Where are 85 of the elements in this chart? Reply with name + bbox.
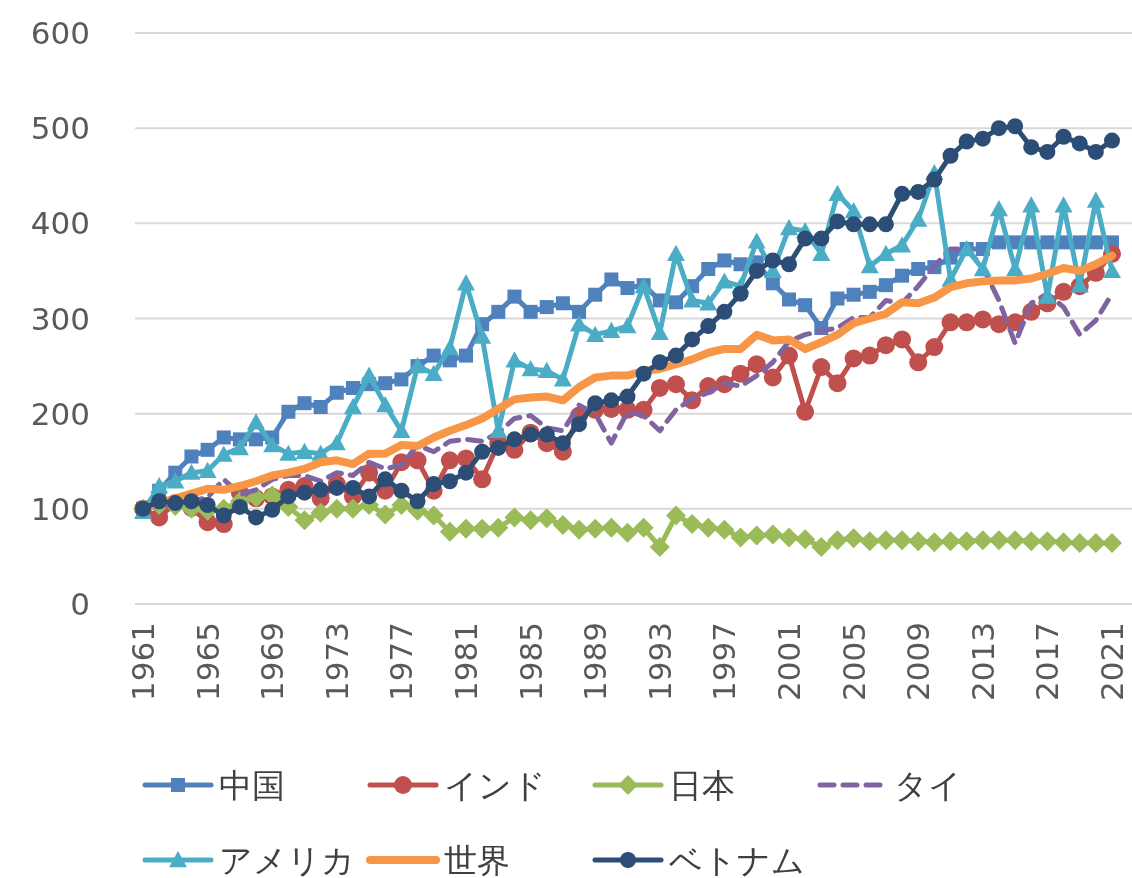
point xyxy=(830,291,845,306)
point xyxy=(893,330,912,349)
y-tick-label: 200 xyxy=(30,395,90,432)
y-tick-label: 500 xyxy=(30,110,90,147)
point xyxy=(828,374,847,393)
point xyxy=(184,449,199,464)
point xyxy=(844,349,863,368)
point xyxy=(200,442,215,457)
x-tick-label: 2017 xyxy=(1029,622,1066,701)
point xyxy=(426,348,441,363)
point xyxy=(925,338,944,357)
point xyxy=(440,451,459,470)
x-tick-label: 1985 xyxy=(512,622,549,701)
point xyxy=(216,430,231,445)
point xyxy=(731,364,750,383)
point xyxy=(796,402,815,421)
point xyxy=(878,278,893,293)
point xyxy=(408,451,427,470)
point xyxy=(763,368,782,387)
point xyxy=(1040,235,1055,250)
point xyxy=(909,353,928,372)
point xyxy=(572,304,587,319)
point xyxy=(747,355,766,374)
x-tick-label: 1989 xyxy=(577,622,614,701)
legend-label: 中国 xyxy=(219,766,285,805)
point xyxy=(249,432,264,447)
point xyxy=(957,313,976,332)
point xyxy=(1054,282,1073,301)
point xyxy=(507,289,522,304)
x-tick-label: 1981 xyxy=(448,622,484,701)
point xyxy=(860,346,879,365)
point xyxy=(394,372,409,387)
point xyxy=(588,287,603,302)
point xyxy=(812,358,831,377)
legend-label: 日本 xyxy=(669,766,735,805)
x-tick-label: 1961 xyxy=(125,622,161,701)
point xyxy=(297,396,312,411)
legend-label: ベトナム xyxy=(669,841,805,878)
x-tick-label: 2005 xyxy=(835,622,872,701)
legend-label: タイ xyxy=(894,766,962,805)
point xyxy=(862,284,877,299)
x-tick-label: 2021 xyxy=(1094,622,1130,701)
point xyxy=(782,292,796,307)
legend-label: インド xyxy=(444,766,546,805)
point xyxy=(620,281,635,296)
point xyxy=(491,304,506,319)
point xyxy=(846,287,861,302)
point xyxy=(459,348,473,363)
y-tick-label: 600 xyxy=(30,15,90,51)
y-tick-label: 300 xyxy=(30,300,90,337)
x-tick-label: 2013 xyxy=(964,622,1001,701)
point xyxy=(604,272,619,287)
point xyxy=(650,378,669,397)
y-tick-label: 400 xyxy=(30,205,90,242)
point xyxy=(941,313,960,332)
x-tick-label: 1977 xyxy=(383,622,420,701)
point xyxy=(666,375,685,394)
y-tick-label: 0 xyxy=(70,586,90,622)
point xyxy=(668,295,683,310)
x-tick-label: 1973 xyxy=(318,622,355,701)
point xyxy=(798,298,813,313)
point xyxy=(313,400,328,415)
point xyxy=(281,404,296,419)
legend-label: 世界 xyxy=(444,841,510,878)
point xyxy=(539,300,554,315)
legend-label: アメリカ xyxy=(219,841,355,878)
point xyxy=(378,376,393,391)
point xyxy=(876,336,895,355)
point xyxy=(701,262,716,277)
x-tick-label: 1969 xyxy=(254,622,291,701)
point xyxy=(973,310,992,329)
point xyxy=(911,262,926,277)
point xyxy=(345,380,360,395)
point xyxy=(473,470,492,489)
point xyxy=(895,268,910,283)
x-tick-label: 1993 xyxy=(641,622,678,701)
x-tick-label: 1965 xyxy=(189,622,226,701)
x-tick-label: 1997 xyxy=(706,622,743,701)
y-tick-label: 100 xyxy=(30,490,90,527)
point xyxy=(329,385,344,400)
x-tick-label: 2001 xyxy=(771,622,807,701)
x-tick-label: 2009 xyxy=(900,622,937,701)
point xyxy=(523,304,538,319)
point xyxy=(717,253,732,268)
point xyxy=(555,296,570,311)
